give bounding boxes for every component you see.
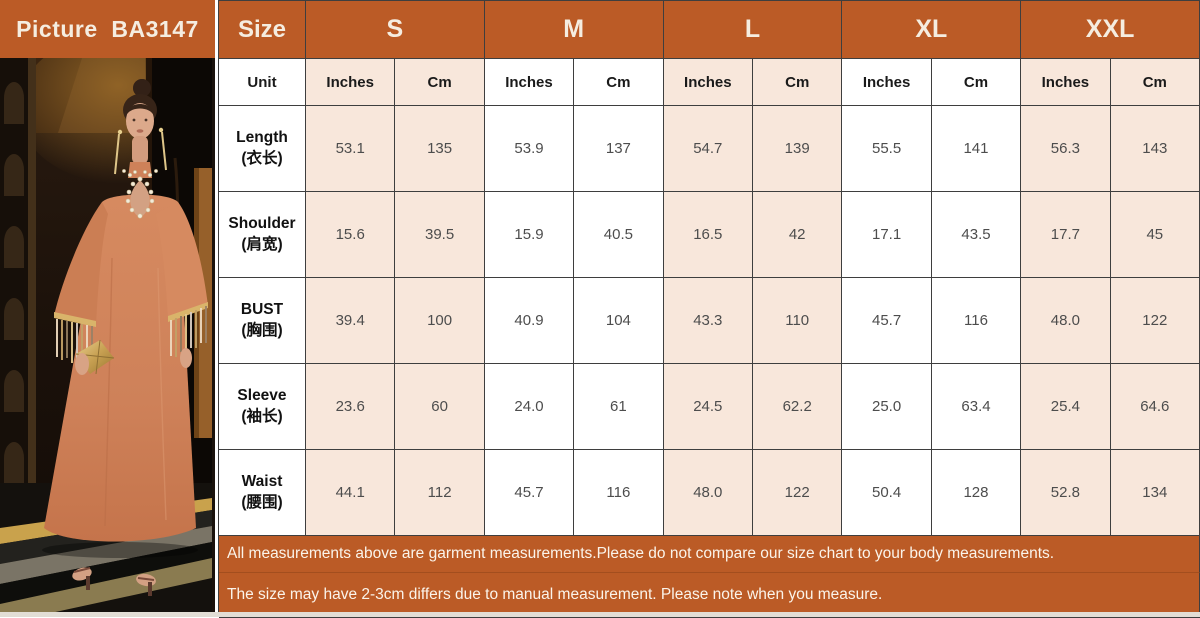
- size-value-cell: 62.2: [753, 364, 843, 450]
- row-label-length: Length (衣长): [219, 106, 306, 192]
- size-value-cell: 24.5: [663, 364, 753, 450]
- unit-col-header: Inches: [663, 59, 753, 106]
- product-photo: [0, 58, 215, 617]
- row-label-bust: BUST (胸围): [219, 278, 306, 364]
- size-value-cell: 52.8: [1021, 450, 1111, 536]
- size-value-cell: 112: [395, 450, 485, 536]
- size-header-s: S: [306, 1, 485, 59]
- unit-col-header: Cm: [753, 59, 843, 106]
- unit-label: Unit: [219, 59, 306, 106]
- unit-col-header: Inches: [842, 59, 932, 106]
- size-value-cell: 48.0: [1021, 278, 1111, 364]
- size-value-cell: 100: [395, 278, 485, 364]
- size-value-cell: 24.0: [484, 364, 575, 450]
- size-value-cell: 116: [931, 278, 1022, 364]
- size-value-cell: 122: [753, 450, 843, 536]
- model-photo-illustration: [0, 58, 212, 617]
- size-header-xxl: XXL: [1021, 1, 1200, 59]
- row-label-sleeve: Sleeve (袖长): [219, 364, 306, 450]
- size-value-cell: 39.4: [306, 278, 396, 364]
- unit-col-header: Inches: [306, 59, 396, 106]
- bottom-edge-strip: [0, 612, 1200, 617]
- size-value-cell: 40.5: [574, 192, 664, 278]
- measurement-note-1: All measurements above are garment measu…: [219, 536, 1200, 573]
- size-header-label: Size: [219, 1, 306, 59]
- size-header-l: L: [663, 1, 843, 59]
- unit-col-header: Cm: [931, 59, 1022, 106]
- size-value-cell: 45.7: [484, 450, 575, 536]
- size-value-cell: 39.5: [395, 192, 485, 278]
- size-value-cell: 25.4: [1021, 364, 1111, 450]
- row-label-shoulder: Shoulder (肩宽): [219, 192, 306, 278]
- unit-col-header: Cm: [574, 59, 664, 106]
- size-value-cell: 44.1: [306, 450, 396, 536]
- size-value-cell: 61: [574, 364, 664, 450]
- size-value-cell: 48.0: [663, 450, 753, 536]
- size-value-cell: 128: [931, 450, 1022, 536]
- size-value-cell: 141: [931, 106, 1022, 192]
- size-header-m: M: [484, 1, 664, 59]
- picture-column: Picture BA3147: [0, 0, 218, 617]
- size-value-cell: 43.3: [663, 278, 753, 364]
- unit-col-header: Inches: [1021, 59, 1111, 106]
- size-value-cell: 50.4: [842, 450, 932, 536]
- size-value-cell: 53.1: [306, 106, 396, 192]
- measurement-note-2: The size may have 2-3cm differs due to m…: [219, 573, 1200, 618]
- size-value-cell: 139: [753, 106, 843, 192]
- size-value-cell: 134: [1110, 450, 1200, 536]
- size-value-cell: 40.9: [484, 278, 575, 364]
- size-value-cell: 42: [753, 192, 843, 278]
- row-label-waist: Waist (腰围): [219, 450, 306, 536]
- size-value-cell: 23.6: [306, 364, 396, 450]
- unit-col-header: Inches: [484, 59, 575, 106]
- size-value-cell: 16.5: [663, 192, 753, 278]
- size-value-cell: 143: [1110, 106, 1200, 192]
- size-value-cell: 55.5: [842, 106, 932, 192]
- size-value-cell: 104: [574, 278, 664, 364]
- size-header-xl: XL: [842, 1, 1022, 59]
- size-value-cell: 45: [1110, 192, 1200, 278]
- size-value-cell: 135: [395, 106, 485, 192]
- size-value-cell: 17.7: [1021, 192, 1111, 278]
- size-value-cell: 56.3: [1021, 106, 1111, 192]
- size-value-cell: 17.1: [842, 192, 932, 278]
- size-value-cell: 25.0: [842, 364, 932, 450]
- size-value-cell: 137: [574, 106, 664, 192]
- size-value-cell: 60: [395, 364, 485, 450]
- picture-header: Picture BA3147: [0, 0, 215, 58]
- size-value-cell: 122: [1110, 278, 1200, 364]
- size-value-cell: 116: [574, 450, 664, 536]
- size-value-cell: 45.7: [842, 278, 932, 364]
- size-table: Size S M L XL XXL Unit Inches Cm Inches …: [218, 0, 1200, 618]
- size-value-cell: 64.6: [1110, 364, 1200, 450]
- size-value-cell: 54.7: [663, 106, 753, 192]
- unit-col-header: Cm: [1110, 59, 1200, 106]
- size-value-cell: 110: [753, 278, 843, 364]
- size-value-cell: 63.4: [931, 364, 1022, 450]
- size-value-cell: 43.5: [931, 192, 1022, 278]
- size-value-cell: 15.6: [306, 192, 396, 278]
- size-value-cell: 53.9: [484, 106, 575, 192]
- unit-col-header: Cm: [395, 59, 485, 106]
- size-value-cell: 15.9: [484, 192, 575, 278]
